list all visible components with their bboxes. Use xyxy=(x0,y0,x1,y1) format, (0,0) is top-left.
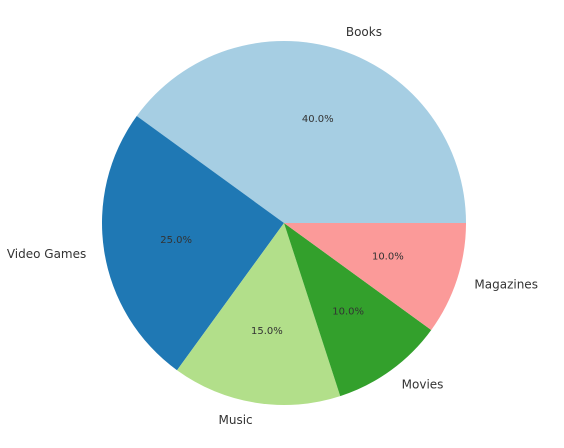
pie-slices xyxy=(101,41,466,405)
pie-slice-movies xyxy=(284,223,432,397)
category-label-magazines: Magazines xyxy=(474,277,538,291)
pie-slice-magazines xyxy=(284,223,466,330)
percentage-labels: 40.0% 25.0% 15.0% 10.0% 10.0% xyxy=(160,114,403,337)
pie-slice-books xyxy=(136,41,466,224)
pct-label-movies: 10.0% xyxy=(332,306,364,317)
category-labels: Books Video Games Music Movies Magazines xyxy=(7,25,538,427)
pct-label-music: 15.0% xyxy=(251,326,283,337)
pie-slice-music xyxy=(177,223,341,405)
pct-label-books: 40.0% xyxy=(302,114,334,125)
category-label-books: Books xyxy=(346,25,382,39)
pie-slice-video-games xyxy=(101,116,284,371)
pct-label-video-games: 25.0% xyxy=(160,235,192,246)
pct-label-magazines: 10.0% xyxy=(372,252,404,263)
category-label-movies: Movies xyxy=(402,377,444,391)
category-label-video-games: Video Games xyxy=(7,247,86,261)
category-label-music: Music xyxy=(219,413,253,427)
